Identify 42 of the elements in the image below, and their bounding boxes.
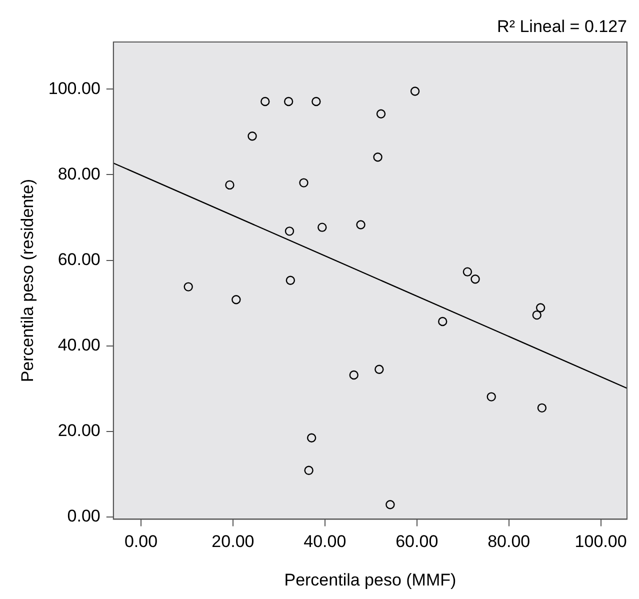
y-tick-label: 20.00 bbox=[58, 421, 100, 440]
y-tick-label: 60.00 bbox=[58, 250, 100, 269]
point bbox=[225, 180, 234, 190]
point bbox=[462, 267, 472, 276]
x-axis-title: Percentila peso (MMF) bbox=[284, 570, 456, 590]
x-tick-label: 20.00 bbox=[212, 532, 254, 552]
point bbox=[306, 433, 316, 442]
point bbox=[312, 96, 321, 106]
point bbox=[470, 274, 480, 284]
x-tick-label: 100.00 bbox=[574, 532, 627, 552]
point bbox=[386, 500, 395, 510]
point bbox=[356, 220, 366, 230]
x-tick-label: 60.00 bbox=[396, 532, 438, 552]
point bbox=[532, 310, 542, 320]
point bbox=[184, 282, 193, 292]
x-tick-label: 80.00 bbox=[488, 532, 530, 552]
point bbox=[486, 392, 496, 402]
point bbox=[284, 226, 294, 236]
point bbox=[299, 178, 308, 188]
y-tick-label: 0.00 bbox=[67, 506, 100, 526]
point bbox=[284, 96, 294, 106]
point bbox=[349, 370, 358, 380]
x-tick-label: 0.00 bbox=[124, 532, 158, 552]
point bbox=[536, 303, 546, 312]
point bbox=[248, 132, 257, 141]
text: R² Lineal = 0.127 bbox=[497, 17, 627, 36]
point bbox=[260, 96, 270, 106]
point bbox=[304, 466, 314, 476]
point bbox=[537, 403, 547, 413]
y-tick-label: 100.00 bbox=[48, 78, 100, 98]
point bbox=[373, 152, 382, 162]
point bbox=[318, 222, 327, 232]
point bbox=[438, 316, 448, 326]
x-tick-label: 40.00 bbox=[304, 532, 346, 552]
y-axis-title: Percentila peso (residente) bbox=[18, 179, 37, 382]
y-tick-label: 80.00 bbox=[58, 164, 100, 184]
point bbox=[376, 109, 386, 118]
y-tick-label: 40.00 bbox=[58, 336, 100, 355]
point bbox=[374, 364, 384, 374]
point bbox=[410, 86, 420, 96]
point bbox=[232, 295, 241, 304]
point bbox=[286, 276, 296, 285]
